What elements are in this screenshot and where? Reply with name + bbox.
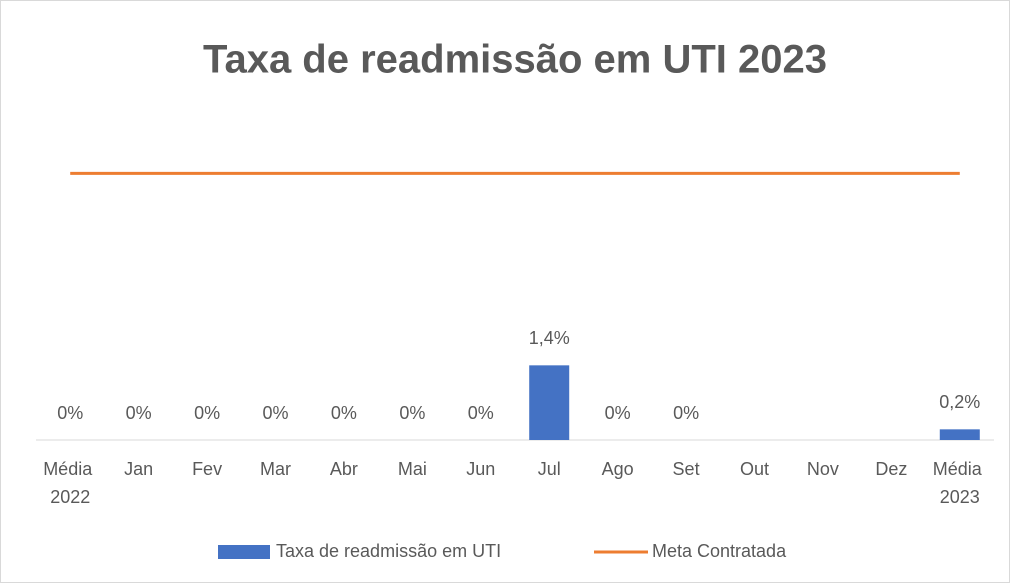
x-tick-label: Mar [260, 459, 291, 479]
x-tick-label: Média 2023 [933, 459, 987, 507]
x-tick-label: Set [673, 459, 700, 479]
x-tick-label: Dez [875, 459, 907, 479]
x-tick-label: Jul [538, 459, 561, 479]
data-label: 0% [673, 403, 699, 423]
data-label: 0,2% [939, 392, 980, 412]
data-label: 1,4% [529, 328, 570, 348]
data-label: 0% [126, 403, 152, 423]
x-tick-label: Nov [807, 459, 839, 479]
data-label: 0% [605, 403, 631, 423]
data-label: 0% [262, 403, 288, 423]
x-tick-label: Jun [466, 459, 495, 479]
data-label: 0% [57, 403, 83, 423]
x-tick-label: Jan [124, 459, 153, 479]
x-tick-label: Abr [330, 459, 358, 479]
data-label: 0% [331, 403, 357, 423]
x-tick-label: Ago [602, 459, 634, 479]
bar [939, 429, 980, 440]
x-tick-label: Média 2022 [43, 459, 97, 507]
x-tick-label: Fev [192, 459, 222, 479]
chart-title: Taxa de readmissão em UTI 2023 [203, 38, 827, 82]
data-label: 0% [399, 403, 425, 423]
data-label: 0% [194, 403, 220, 423]
data-label: 0% [468, 403, 494, 423]
legend-label: Meta Contratada [652, 541, 787, 561]
legend-label: Taxa de readmissão em UTI [276, 541, 501, 561]
bar [529, 365, 570, 440]
x-tick-label: Out [740, 459, 769, 479]
legend-swatch [218, 545, 270, 559]
x-tick-label: Mai [398, 459, 427, 479]
